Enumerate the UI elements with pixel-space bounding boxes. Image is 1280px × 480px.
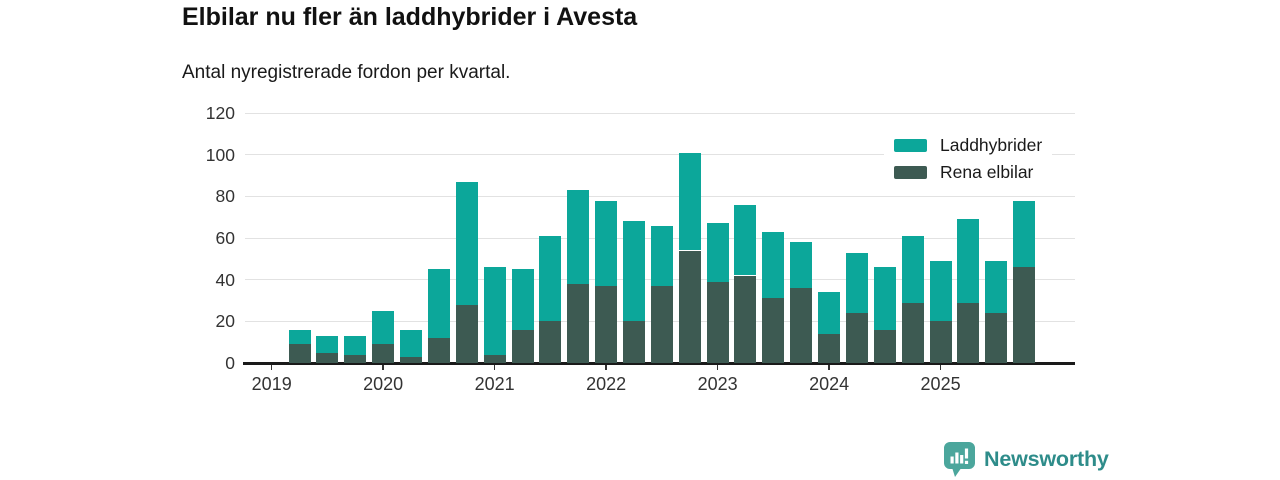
x-tick [828,364,830,370]
bar-segment-rena-elbilar [845,313,868,363]
x-tick-label: 2022 [586,374,627,394]
bar-segment-laddhybrider [706,223,729,282]
bar-segment-rena-elbilar [455,304,478,363]
bar-segment-rena-elbilar [901,302,924,363]
bar-segment-laddhybrider [650,225,673,286]
bar-segment-rena-elbilar [678,250,701,363]
bar-segment-laddhybrider [845,252,868,313]
bar-segment-rena-elbilar [957,302,980,363]
newsworthy-branding: Newsworthy [944,442,1109,477]
y-tick-label: 20 [215,311,235,332]
x-tick-label: 2024 [809,374,850,394]
y-tick-label: 100 [205,144,235,165]
bar-segment-rena-elbilar [539,321,562,363]
brand-name: Newsworthy [984,447,1109,471]
bar-segment-rena-elbilar [790,288,813,363]
bar-segment-rena-elbilar [818,333,841,363]
legend-swatch-laddhybrider [894,139,927,152]
x-tick-label: 2020 [363,374,404,394]
legend-label: Laddhybrider [940,135,1043,155]
bar-segment-rena-elbilar [427,338,450,363]
bar-segment-laddhybrider [957,219,980,303]
bar-segment-laddhybrider [790,242,813,288]
bar-segment-rena-elbilar [734,275,757,363]
bar-segment-rena-elbilar [400,356,423,363]
y-gridline [245,112,1075,114]
bar-segment-laddhybrider [427,269,450,338]
plot-area: 0 20 40 60 80 100 120 2019 2020 2021 2022 2023 2024 2… [206,103,1075,394]
bar-segment-laddhybrider [623,221,645,322]
bar-segment-laddhybrider [818,292,841,334]
bar-segment-laddhybrider [734,204,757,276]
bar-segment-laddhybrider [901,235,924,303]
bar-segment-rena-elbilar [1013,267,1036,363]
legend-label: Rena elbilar [940,162,1034,182]
bar-segment-laddhybrider [929,260,952,322]
x-axis-line [243,362,1075,365]
y-tick-label: 80 [215,186,235,207]
bar-segment-rena-elbilar [929,321,952,363]
legend-swatch-rena-elbilar [894,166,927,179]
bar-segment-laddhybrider [316,335,339,353]
legend-item-rena-elbilar: Rena elbilar [894,159,1042,186]
chart-subtitle: Antal nyregistrerade fordon per kvartal. [182,62,511,83]
bar-segment-laddhybrider [455,181,478,305]
newsworthy-logo-icon [944,442,975,477]
legend: Laddhybrider Rena elbilar [884,127,1053,191]
bar-segment-rena-elbilar [873,329,896,363]
bar-segment-rena-elbilar [595,285,618,363]
x-tick [493,364,496,370]
bar-segment-laddhybrider [595,200,618,286]
y-gridline [245,154,1075,156]
y-tick-label: 40 [215,269,235,290]
x-tick [605,364,607,370]
y-tick-label: 120 [205,103,235,123]
bar-segment-rena-elbilar [985,313,1008,363]
bar-segment-laddhybrider [400,329,423,357]
bar-segment-laddhybrider [372,310,395,345]
legend-item-laddhybrider: Laddhybrider [894,132,1042,159]
x-tick-label: 2025 [920,374,961,394]
bar-segment-rena-elbilar [288,344,311,363]
bar-segment-laddhybrider [873,267,896,330]
bar-segment-rena-elbilar [706,281,729,363]
bar-segment-rena-elbilar [567,283,590,363]
bar-segment-laddhybrider [344,335,367,355]
bar-segment-rena-elbilar [372,344,395,363]
bar-segment-laddhybrider [1013,200,1036,268]
x-tick [270,364,273,370]
bar-segment-laddhybrider [567,190,590,284]
chart-title: Elbilar nu fler än laddhybrider i Avesta [182,3,638,31]
y-tick-label: 60 [215,228,235,248]
bar-segment-laddhybrider [678,152,701,251]
x-tick [939,364,942,370]
bar-segment-laddhybrider [483,267,506,355]
bar-segment-rena-elbilar [762,298,785,363]
x-tick [382,364,384,370]
y-tick-label: 0 [225,353,235,373]
x-tick-label: 2019 [251,374,292,394]
y-gridline [245,195,1075,197]
bar-segment-rena-elbilar [511,329,534,363]
bar-segment-laddhybrider [762,231,785,299]
bar-segment-laddhybrider [539,235,562,322]
bar-segment-rena-elbilar [650,285,673,363]
bar-segment-laddhybrider [511,269,534,330]
bar-segment-laddhybrider [288,329,311,345]
bar-segment-rena-elbilar [623,321,645,363]
x-tick [716,364,719,370]
bar-segment-laddhybrider [985,260,1008,313]
bar-segment-rena-elbilar [344,354,367,363]
bar-segment-rena-elbilar [483,354,506,363]
x-tick-label: 2023 [697,374,738,394]
bar-segment-rena-elbilar [316,352,339,363]
x-tick-label: 2021 [474,374,515,394]
